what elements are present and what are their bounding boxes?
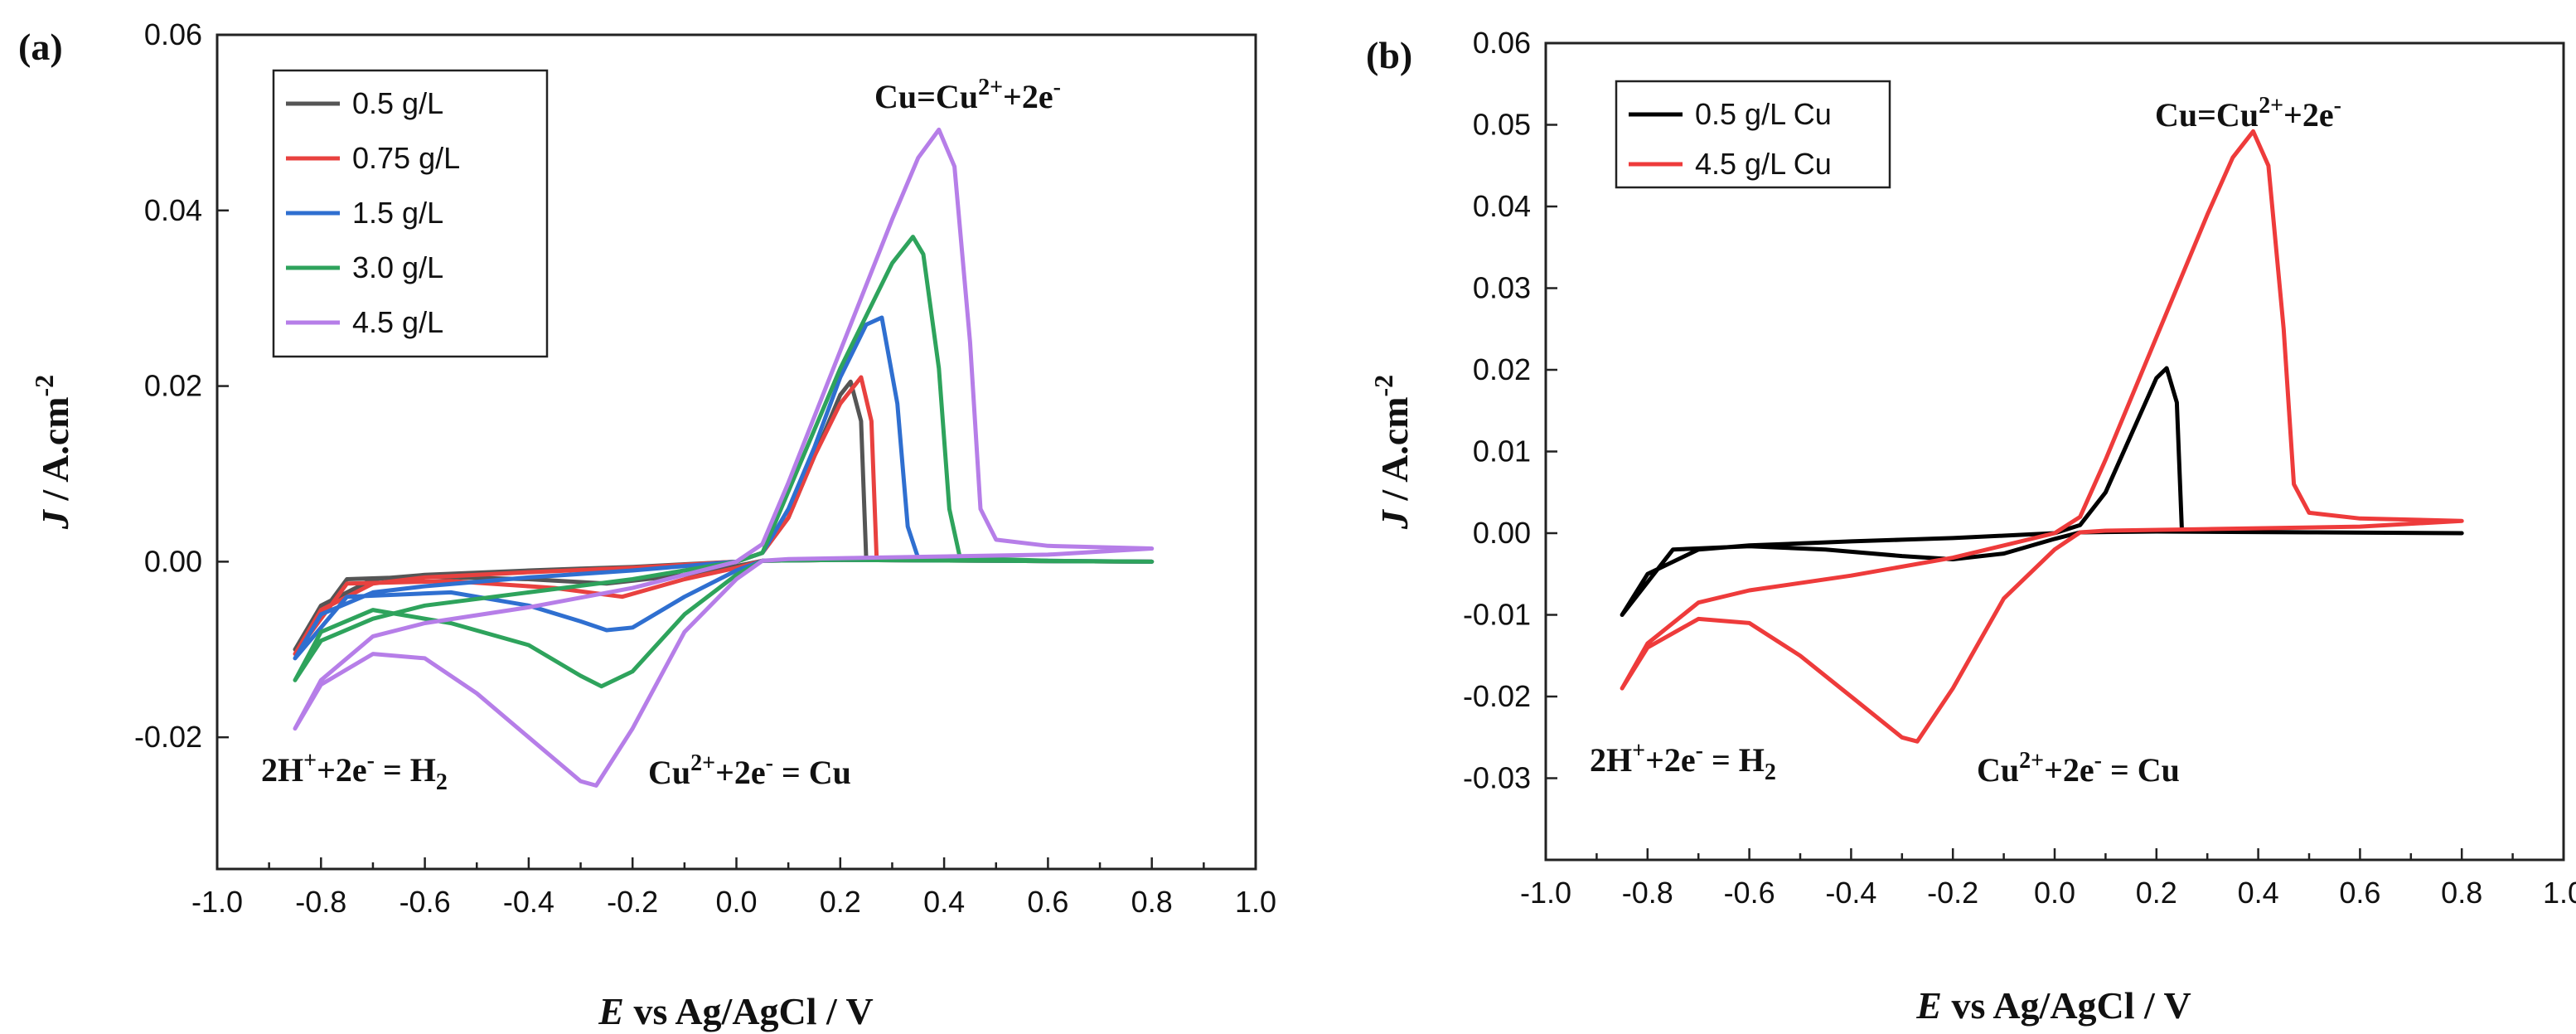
panel-b-legend-box — [1615, 80, 1891, 189]
y-tick-label: 0.02 — [1473, 352, 1531, 386]
x-tick-label: 0.0 — [715, 885, 757, 919]
panel-b-x-title: E vs Ag/AgCl / V — [1915, 984, 2191, 1027]
panel-a: (a) -1.0 -0.8 -0.6 -0.4 -0.2 0.0 0.2 0.4 0.6 0.8 1… — [18, 17, 1276, 1032]
x-tick-label: 0.8 — [2441, 876, 2482, 910]
x-tick-label: -1.0 — [1520, 876, 1571, 910]
legend-label: 3.0 g/L — [352, 250, 443, 284]
panel-a-y-axis: -0.02 0.00 0.02 0.04 0.06 — [134, 17, 229, 754]
y-tick-label: 0.06 — [144, 17, 202, 51]
panel-a-y-title: J / A.cm-2 — [29, 375, 76, 530]
legend-label: 0.5 g/L — [352, 86, 443, 120]
panel-b-hydrogen-annotation: 2H++2e- = H2 — [1590, 738, 1776, 785]
x-tick-label: -0.4 — [503, 885, 554, 919]
y-tick-label: 0.01 — [1473, 434, 1531, 468]
x-tick-label: -0.6 — [1724, 876, 1775, 910]
panel-b-y-title: J / A.cm-2 — [1368, 375, 1416, 530]
panel-a-legend: 0.5 g/L 0.75 g/L 1.5 g/L 3.0 g/L 4.5 g/L — [272, 69, 549, 358]
x-tick-label: 0.0 — [2034, 876, 2075, 910]
panel-a-series — [293, 127, 1155, 788]
x-tick-label: -0.2 — [1927, 876, 1978, 910]
panel-b-legend: 0.5 g/L Cu 4.5 g/L Cu — [1615, 80, 1891, 189]
panel-b-y-axis: -0.03 -0.02 -0.01 0.00 0.01 0.02 0.03 0.04 0.05 0… — [1463, 26, 1557, 795]
legend-label: 0.75 g/L — [352, 141, 460, 175]
panel-a-anodic-annotation: Cu=Cu2++2e- — [874, 75, 1061, 115]
y-tick-label: 0.00 — [1473, 516, 1531, 550]
y-tick-label: 0.04 — [144, 193, 202, 227]
legend-label: 1.5 g/L — [352, 196, 443, 230]
x-tick-label: -0.4 — [1825, 876, 1876, 910]
y-tick-label: -0.02 — [134, 720, 202, 754]
panel-a-hydrogen-annotation: 2H++2e- = H2 — [261, 748, 448, 795]
x-tick-label: 0.2 — [2136, 876, 2177, 910]
y-tick-label: 0.00 — [144, 544, 202, 578]
x-tick-label: 0.4 — [2238, 876, 2279, 910]
panel-b-x-axis: -1.0 -0.8 -0.6 -0.4 -0.2 0.0 0.2 0.4 0.6 0.8 1.0 — [1520, 848, 2576, 910]
panel-a-x-title: E vs Ag/AgCl / V — [598, 990, 873, 1032]
panel-a-letter: (a) — [18, 26, 63, 68]
legend-label: 0.5 g/L Cu — [1695, 97, 1832, 131]
y-tick-label: -0.01 — [1463, 598, 1531, 632]
x-tick-label: 1.0 — [2543, 876, 2576, 910]
y-tick-label: -0.02 — [1463, 679, 1531, 713]
series-line — [1620, 129, 2464, 744]
x-tick-label: 0.6 — [1027, 885, 1068, 919]
series-line — [293, 379, 1155, 652]
legend-label: 4.5 g/L Cu — [1695, 147, 1832, 181]
x-tick-label: 0.6 — [2339, 876, 2380, 910]
x-tick-label: -0.2 — [607, 885, 658, 919]
x-tick-label: 1.0 — [1235, 885, 1276, 919]
panel-a-x-axis: -1.0 -0.8 -0.6 -0.4 -0.2 0.0 0.2 0.4 0.6 0.8 1.0 — [191, 857, 1276, 919]
y-tick-label: -0.03 — [1463, 761, 1531, 795]
x-tick-label: -0.6 — [399, 885, 451, 919]
x-tick-label: -0.8 — [295, 885, 346, 919]
panel-b-letter: (b) — [1366, 34, 1412, 76]
panel-a-cathodic-annotation: Cu2++2e- = Cu — [648, 750, 851, 791]
legend-label: 4.5 g/L — [352, 305, 443, 339]
panel-b-cathodic-annotation: Cu2++2e- = Cu — [1977, 748, 2180, 789]
series-line — [1620, 366, 2464, 617]
y-tick-label: 0.05 — [1473, 108, 1531, 142]
x-tick-label: 0.8 — [1131, 885, 1173, 919]
y-tick-label: 0.02 — [144, 369, 202, 403]
y-tick-label: 0.04 — [1473, 189, 1531, 223]
x-tick-label: -0.8 — [1622, 876, 1673, 910]
y-tick-label: 0.03 — [1473, 271, 1531, 305]
series-line — [293, 127, 1155, 788]
series-line — [293, 375, 1155, 657]
panel-b-anodic-annotation: Cu=Cu2++2e- — [2155, 93, 2341, 133]
x-tick-label: 0.4 — [923, 885, 965, 919]
panel-b-series — [1620, 129, 2464, 744]
y-tick-label: 0.06 — [1473, 26, 1531, 60]
x-tick-label: -1.0 — [191, 885, 243, 919]
x-tick-label: 0.2 — [820, 885, 861, 919]
panel-b: (b) -1.0 -0.8 -0.6 -0.4 -0.2 0.0 0.2 0.4 0.6 0.8 1… — [1366, 26, 2576, 1027]
